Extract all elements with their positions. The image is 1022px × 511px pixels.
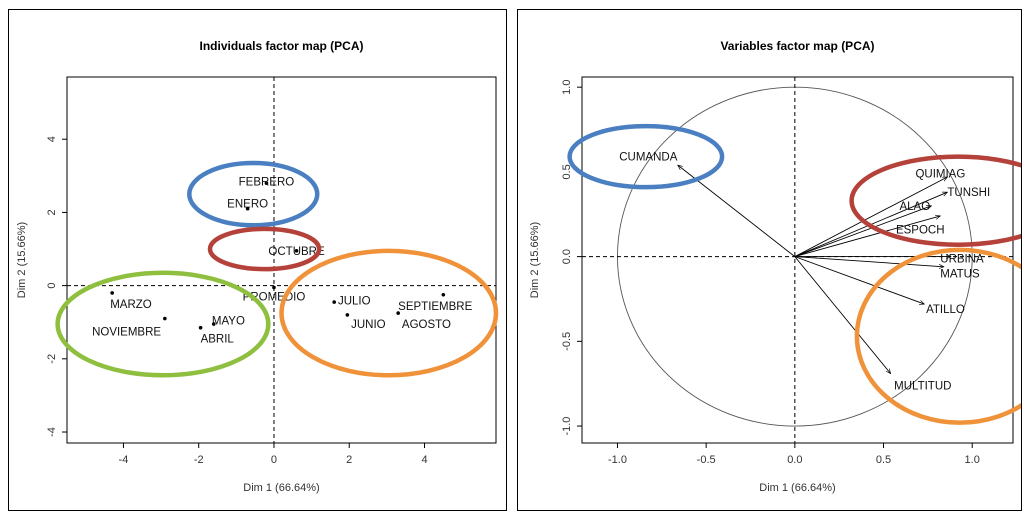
x-tick-label: -1.0 (608, 454, 627, 466)
point-label: JUNIO (351, 319, 386, 331)
x-axis-label: Dim 1 (66.64%) (243, 482, 319, 494)
variable-arrow (794, 256, 891, 374)
point-label: OCTUBRE (268, 246, 325, 258)
point-label: ABRIL (201, 334, 235, 346)
data-point (110, 291, 114, 295)
data-point (441, 292, 446, 297)
point-label: SEPTIEMBRE (398, 301, 472, 313)
y-tick-label: -0.5 (561, 332, 573, 351)
x-tick-label: 4 (421, 454, 427, 466)
x-tick-label: 0 (271, 454, 277, 466)
variable-arrow (794, 256, 944, 267)
y-tick-label: -1.0 (561, 417, 573, 436)
chart-title: Individuals factor map (PCA) (199, 39, 363, 53)
data-point (245, 206, 250, 211)
data-point (345, 313, 350, 317)
data-point (264, 181, 269, 185)
y-tick-label: 2 (46, 209, 58, 215)
y-axis-label: Dim 2 (15.66%) (16, 222, 28, 298)
x-tick-label: 0.5 (876, 454, 891, 466)
x-tick-label: -0.5 (697, 454, 716, 466)
x-tick-label: 0.0 (787, 454, 802, 466)
data-point (272, 285, 276, 290)
point-label: MARZO (110, 299, 152, 311)
data-point (294, 249, 299, 253)
data-point (396, 311, 400, 315)
point-label: NOVIEMBRE (92, 326, 161, 338)
data-point (211, 322, 216, 326)
data-point (198, 325, 203, 330)
variable-label: ALAO (899, 201, 930, 213)
y-tick-label: 0.0 (561, 249, 573, 264)
highlight-ellipse (207, 226, 322, 272)
variables-factor-map-chart: Variables factor map (PCA) -1.0 -0.5 0.0 0.5… (529, 39, 1021, 494)
y-tick-label: 0.5 (561, 164, 573, 179)
plot-frame (66, 76, 497, 444)
data-point (332, 300, 336, 304)
highlight-ellipse (55, 270, 271, 378)
highlight-ellipse (854, 247, 1021, 425)
variable-label: MATUS (940, 269, 980, 281)
variable-arrow (794, 216, 940, 258)
point-label: MAYO (212, 315, 245, 327)
highlight-ellipse (567, 123, 725, 190)
point-label: FEBRERO (239, 176, 295, 188)
variable-label: ESPOCH (896, 225, 945, 237)
highlight-ellipse (187, 160, 320, 228)
x-tick-label: 1.0 (965, 454, 980, 466)
individuals-factor-map-chart: Individuals factor map (PCA) -4 -2 0 2 4 -4 -2 0… (16, 39, 499, 494)
y-tick-label: 4 (46, 136, 58, 142)
x-axis-label: Dim 1 (66.64%) (759, 482, 835, 494)
variable-label: MULTITUD (894, 380, 951, 392)
x-tick-label: 2 (346, 454, 352, 466)
variable-label: QUIMIAG (915, 169, 965, 181)
point-label: JULIO (338, 295, 371, 307)
variable-label: ATILLO (926, 304, 965, 316)
individuals-factor-map-panel: Individuals factor map (PCA) -4 -2 0 2 4 -4 -2 0… (8, 9, 507, 511)
highlight-ellipse (279, 248, 499, 378)
variable-label: TUNSHI (947, 187, 990, 199)
point-label: ENERO (227, 198, 268, 210)
variable-label: URBINA (940, 253, 984, 265)
y-tick-label: -2 (46, 354, 58, 364)
y-axis-label: Dim 2 (15.66%) (529, 222, 541, 298)
y-tick-label: -4 (46, 427, 58, 437)
variable-arrow (794, 256, 924, 304)
y-tick-label: 1.0 (561, 80, 573, 95)
chart-title: Variables factor map (PCA) (720, 39, 874, 53)
data-point (163, 316, 167, 321)
variables-factor-map-panel: Variables factor map (PCA) -1.0 -0.5 0.0 0.5… (517, 9, 1022, 511)
highlight-ellipse (849, 154, 1021, 247)
variable-label: CUMANDA (619, 152, 677, 164)
point-label: AGOSTO (402, 319, 451, 331)
variable-arrow (794, 206, 932, 258)
variable-arrow (794, 176, 948, 258)
x-tick-label: -2 (194, 454, 204, 466)
x-tick-label: -4 (119, 454, 129, 466)
y-tick-label: 0 (46, 283, 58, 289)
